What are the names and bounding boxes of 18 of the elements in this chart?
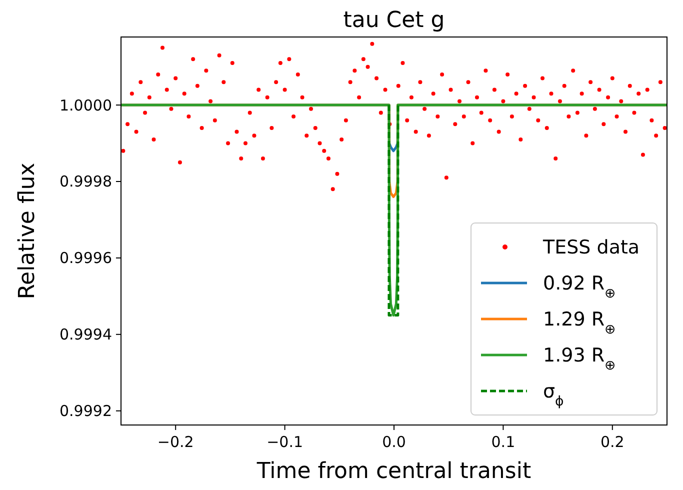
x-tick-label: 0.2 xyxy=(600,433,624,451)
x-tick-label: 0.1 xyxy=(491,433,516,451)
legend-label: 0.92 R$_{⊕}$ xyxy=(543,272,616,302)
legend-label: TESS data xyxy=(542,236,640,259)
y-tick-label: 0.9998 xyxy=(60,172,112,191)
legend-label: 1.93 R$_{⊕}$ xyxy=(543,344,616,374)
y-tick-label: 0.9994 xyxy=(60,326,112,344)
legend-label: σ$_{ϕ}$ xyxy=(543,380,564,410)
x-tick-label: −0.1 xyxy=(266,433,304,451)
x-axis-title: Time from central transit xyxy=(256,459,532,484)
y-tick-label: 1.0000 xyxy=(60,96,112,114)
legend-label: 1.29 R$_{⊕}$ xyxy=(543,308,616,338)
chart-title: tau Cet g xyxy=(343,8,445,33)
y-tick-label: 0.9996 xyxy=(60,249,112,268)
x-tick-label: 0.0 xyxy=(382,433,406,451)
y-axis-title: Relative flux xyxy=(15,162,40,300)
x-tick-label: −0.2 xyxy=(157,433,194,451)
y-tick-label: 0.9992 xyxy=(60,402,112,420)
